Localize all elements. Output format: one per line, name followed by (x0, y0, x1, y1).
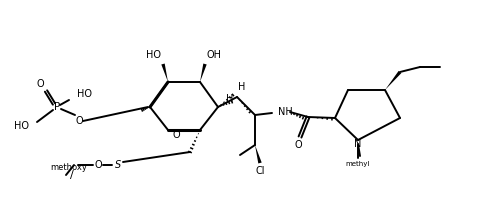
Text: N: N (354, 139, 362, 149)
Text: P: P (54, 102, 60, 112)
Text: methoxy: methoxy (51, 163, 88, 172)
Text: H: H (238, 82, 245, 92)
Polygon shape (255, 145, 262, 163)
Text: HO: HO (77, 89, 92, 99)
Text: NH: NH (278, 107, 293, 117)
Text: S: S (115, 160, 121, 170)
Polygon shape (200, 63, 207, 82)
Text: /: / (70, 170, 74, 180)
Polygon shape (385, 71, 401, 90)
Text: O: O (36, 79, 44, 89)
Text: OH: OH (207, 50, 222, 60)
Text: HO: HO (146, 50, 161, 60)
Text: O: O (172, 130, 180, 140)
Text: O: O (294, 140, 302, 150)
Text: H: H (226, 94, 233, 104)
Text: O: O (94, 160, 102, 170)
Text: HO: HO (14, 121, 29, 131)
Polygon shape (161, 63, 168, 82)
Text: O: O (75, 116, 83, 126)
Text: Cl: Cl (255, 166, 265, 176)
Text: methyl: methyl (346, 161, 370, 167)
